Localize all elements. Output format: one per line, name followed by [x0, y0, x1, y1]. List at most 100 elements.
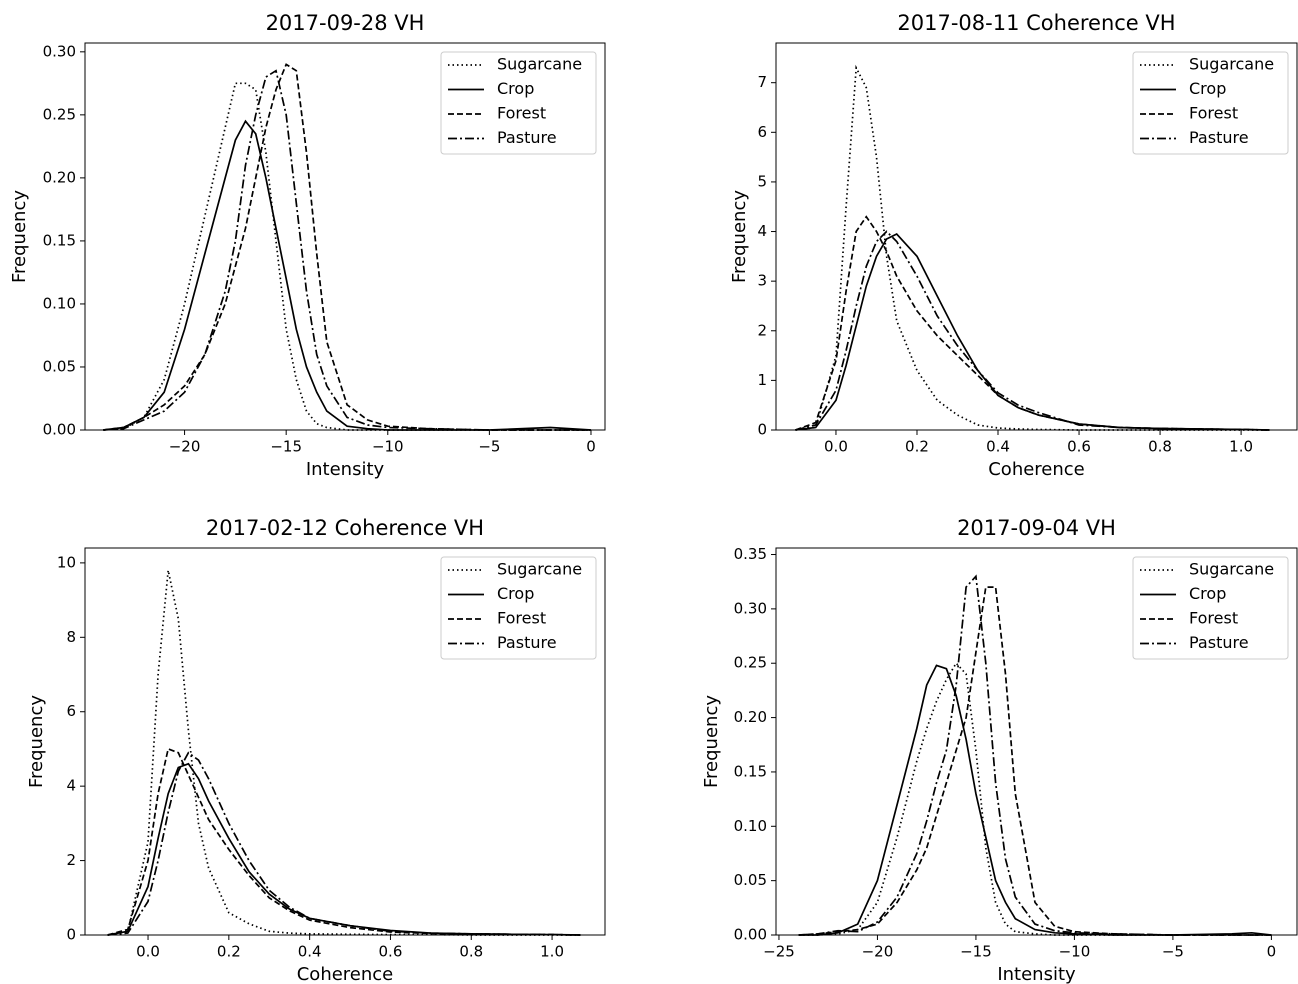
axes-frame [84, 547, 606, 936]
subplot-title: 2017-08-11 Coherence VH [897, 11, 1175, 35]
x-tick-label: −20 [169, 438, 201, 456]
y-tick-label: 0.15 [734, 762, 767, 780]
x-tick-label: 0.8 [459, 943, 483, 961]
y-tick-label: 0.10 [43, 294, 76, 312]
legend-box [440, 556, 597, 660]
y-tick-label: 0.00 [43, 421, 76, 439]
x-tick-label: −10 [372, 438, 404, 456]
y-axis-label: Frequency [701, 695, 722, 788]
subplot-title: 2017-09-04 VH [957, 516, 1116, 540]
y-tick-label: 0.25 [734, 654, 767, 672]
x-tick-label: −5 [1162, 943, 1184, 961]
x-tick-label: −5 [478, 438, 500, 456]
subplot: 2017-09-28 VH Intensity Frequency −20 −15 −10… [9, 11, 606, 480]
legend-label: Crop [497, 584, 534, 603]
legend-label: Crop [1189, 79, 1226, 98]
subplot: 2017-02-12 Coherence VH Coherence Frequenc… [26, 516, 606, 984]
y-tick-label: 4 [757, 222, 767, 240]
legend-box [1132, 51, 1289, 155]
density-line [795, 232, 1270, 431]
x-tick-label: 0.4 [986, 438, 1010, 456]
density-line [798, 661, 1272, 936]
y-tick-label: 0 [66, 926, 76, 944]
legend-label: Pasture [497, 633, 557, 652]
y-tick-label: 6 [757, 123, 767, 141]
density-line [107, 751, 581, 936]
y-tick-label: 0.20 [43, 168, 76, 186]
legend-label: Crop [1189, 584, 1226, 603]
legend-label: Sugarcane [497, 55, 582, 74]
legend-label: Pasture [497, 128, 557, 147]
x-tick-label: 1.0 [1229, 438, 1253, 456]
subplot: 2017-09-04 VH Intensity Frequency −25 −20 −15… [701, 516, 1298, 984]
legend-label: Pasture [1189, 128, 1249, 147]
y-tick-label: 0.05 [734, 871, 767, 889]
axes-frame [775, 547, 1298, 936]
density-line [798, 574, 1272, 936]
density-line [103, 119, 592, 431]
y-tick-label: 0.35 [734, 545, 767, 563]
density-line [798, 664, 1272, 936]
x-axis-label: Coherence [297, 964, 394, 984]
axes-frame [775, 42, 1298, 431]
y-tick-label: 8 [66, 628, 76, 646]
legend-label: Forest [497, 104, 546, 123]
x-tick-label: −10 [1059, 943, 1091, 961]
density-line [795, 230, 1270, 431]
x-tick-label: 0 [586, 438, 596, 456]
legend-label: Pasture [1189, 633, 1249, 652]
x-tick-label: −20 [862, 943, 894, 961]
x-tick-label: 0.2 [905, 438, 929, 456]
y-tick-label: 2 [66, 851, 76, 869]
x-tick-label: 0.2 [217, 943, 241, 961]
y-tick-label: 5 [757, 172, 767, 190]
x-tick-label: 1.0 [540, 943, 564, 961]
y-tick-label: 0.20 [734, 708, 767, 726]
y-axis-label: Frequency [9, 190, 30, 283]
legend-label: Crop [497, 79, 534, 98]
y-axis-label: Frequency [729, 190, 750, 283]
axes-frame [84, 42, 606, 431]
y-tick-label: 0.30 [43, 42, 76, 60]
y-tick-label: 0.30 [734, 599, 767, 617]
x-tick-label: −15 [960, 943, 992, 961]
y-tick-label: 7 [757, 73, 767, 91]
y-tick-label: 10 [57, 553, 76, 571]
y-tick-label: 6 [66, 702, 76, 720]
x-tick-label: −25 [763, 943, 795, 961]
density-line [107, 747, 581, 936]
x-axis-label: Intensity [306, 459, 385, 480]
y-axis-label: Frequency [26, 695, 47, 788]
legend-label: Forest [497, 609, 546, 628]
x-tick-label: 0.6 [1067, 438, 1091, 456]
y-tick-label: 0.25 [43, 105, 76, 123]
y-tick-label: 0.10 [734, 817, 767, 835]
x-tick-label: 0.8 [1148, 438, 1172, 456]
subplot: 2017-08-11 Coherence VH Coherence Frequenc… [729, 11, 1298, 480]
x-tick-label: 0.0 [136, 943, 160, 961]
x-tick-label: −15 [270, 438, 302, 456]
x-axis-label: Coherence [988, 459, 1085, 480]
density-line [795, 215, 1270, 431]
legend-label: Forest [1189, 104, 1238, 123]
subplot-title: 2017-09-28 VH [266, 11, 425, 35]
density-line [107, 762, 581, 936]
legend-box [440, 51, 597, 155]
x-tick-label: 0.4 [298, 943, 322, 961]
x-axis-label: Intensity [997, 964, 1076, 984]
legend-label: Forest [1189, 609, 1238, 628]
y-tick-label: 0.05 [43, 357, 76, 375]
y-tick-label: 0.00 [734, 926, 767, 944]
legend-label: Sugarcane [497, 560, 582, 579]
subplot-title: 2017-02-12 Coherence VH [206, 516, 484, 540]
x-tick-label: 0.0 [824, 438, 848, 456]
y-tick-label: 4 [66, 777, 76, 795]
x-tick-label: 0.6 [379, 943, 403, 961]
y-tick-label: 1 [757, 371, 767, 389]
y-tick-label: 3 [757, 272, 767, 290]
density-line [103, 63, 591, 431]
legend-label: Sugarcane [1189, 55, 1274, 74]
x-tick-label: 0 [1267, 943, 1277, 961]
y-tick-label: 0 [757, 421, 767, 439]
